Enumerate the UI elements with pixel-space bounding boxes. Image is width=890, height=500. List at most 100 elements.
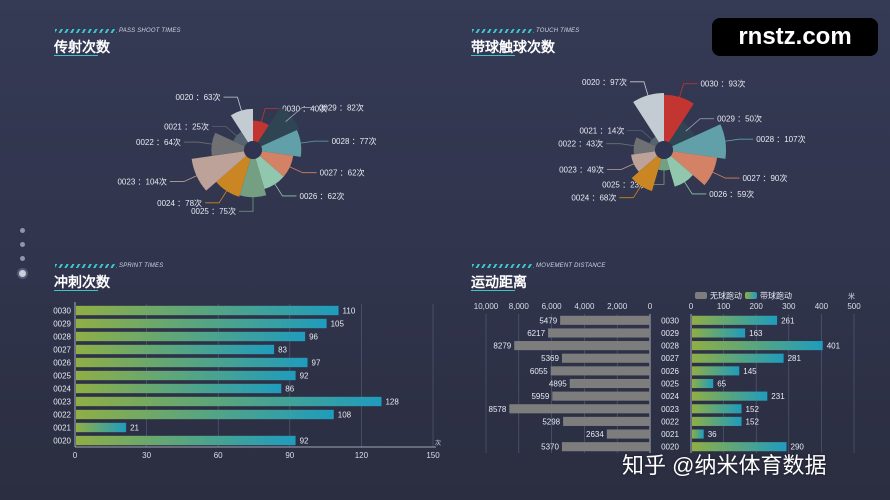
footer-watermark: 知乎 @纳米体育数据 bbox=[622, 453, 827, 478]
legend-label: 带球跑动 bbox=[760, 291, 792, 301]
rose-slice-0024[interactable] bbox=[216, 155, 251, 197]
bar-with-ball-0024[interactable] bbox=[692, 391, 768, 401]
bar-no-ball-0023[interactable] bbox=[509, 404, 650, 414]
bar-with-ball-0023[interactable] bbox=[692, 404, 742, 414]
bar-value-label: 261 bbox=[781, 316, 795, 325]
slice-label: 0024 ：78次 bbox=[157, 198, 202, 208]
rose-slice-0026[interactable] bbox=[255, 155, 284, 189]
bar-0021[interactable] bbox=[76, 422, 127, 433]
bar-with-ball-0029[interactable] bbox=[692, 328, 746, 338]
bar-0023[interactable] bbox=[76, 396, 382, 407]
bar-value-label: 97 bbox=[312, 359, 321, 368]
slice-label: 0023 ：49次 bbox=[559, 165, 604, 175]
bar-no-ball-0030[interactable] bbox=[560, 315, 650, 325]
page-dot[interactable] bbox=[20, 242, 25, 247]
title-underline bbox=[471, 290, 515, 291]
slice-label: 0023 ：104次 bbox=[117, 177, 166, 187]
bar-with-ball-0022[interactable] bbox=[692, 416, 742, 426]
bar-no-ball-0024[interactable] bbox=[552, 391, 650, 401]
legend-swatch-no-ball[interactable] bbox=[695, 292, 707, 299]
rose-slice-0030[interactable] bbox=[664, 94, 694, 143]
header-stripes bbox=[55, 29, 117, 33]
bar-no-ball-0021[interactable] bbox=[606, 429, 650, 439]
rose-slice-0022[interactable] bbox=[211, 132, 245, 156]
bar-with-ball-0020[interactable] bbox=[692, 442, 787, 452]
x-tick-label: 200 bbox=[750, 302, 764, 311]
rose-slice-0028[interactable] bbox=[261, 129, 302, 157]
page-dot[interactable] bbox=[20, 228, 25, 233]
bar-with-ball-0026[interactable] bbox=[692, 366, 740, 376]
leader-line bbox=[676, 83, 698, 106]
bar-0020[interactable] bbox=[76, 435, 296, 446]
x-tick-label: 30 bbox=[142, 451, 151, 460]
rose-slice-0029[interactable] bbox=[257, 107, 300, 147]
y-tick-label: 0023 bbox=[661, 405, 679, 414]
bar-0027[interactable] bbox=[76, 344, 275, 355]
bar-0025[interactable] bbox=[76, 370, 296, 381]
bar-no-ball-0029[interactable] bbox=[548, 328, 650, 338]
bar-0029[interactable] bbox=[76, 318, 327, 329]
panel-subtitle: TOUCH TIMES bbox=[536, 28, 580, 34]
page-dot-active[interactable] bbox=[19, 270, 26, 277]
slice-label: 0021 ：25次 bbox=[164, 122, 209, 132]
watermark-badge: rnstz.com bbox=[712, 18, 878, 56]
rose-slice-0023[interactable] bbox=[631, 151, 658, 172]
rose-slice-0022[interactable] bbox=[633, 137, 656, 155]
rose-slice-0027[interactable] bbox=[259, 151, 294, 177]
panel-distance: MOVEMENT DISTANCE 运动距离 无球跑动 带球跑动 米 10,000 8,… bbox=[445, 250, 890, 500]
rose-slice-0025[interactable] bbox=[239, 158, 267, 198]
leader-line bbox=[169, 171, 206, 182]
y-tick-label: 0028 bbox=[661, 342, 679, 351]
y-tick-label: 0022 bbox=[661, 417, 679, 426]
bar-value-label: 145 bbox=[743, 367, 757, 376]
leader-line bbox=[271, 178, 297, 197]
rose-slice-0029[interactable] bbox=[668, 121, 695, 147]
rose-slice-0027[interactable] bbox=[670, 151, 718, 186]
bar-no-ball-0028[interactable] bbox=[514, 341, 650, 351]
slice-label: 0030 ：40次 bbox=[282, 103, 327, 113]
leader-line bbox=[183, 141, 219, 146]
rose-slice-0023[interactable] bbox=[191, 151, 247, 191]
bar-0022[interactable] bbox=[76, 409, 334, 420]
x-tick-label: 10,000 bbox=[474, 302, 499, 311]
rose-slice-0025[interactable] bbox=[658, 158, 670, 171]
bar-with-ball-0021[interactable] bbox=[692, 429, 704, 439]
bar-value-label: 290 bbox=[791, 443, 805, 452]
page-dot[interactable] bbox=[20, 256, 25, 261]
bar-no-ball-0027[interactable] bbox=[561, 353, 650, 363]
y-tick-label: 0026 bbox=[661, 367, 679, 376]
bar-0026[interactable] bbox=[76, 357, 308, 368]
bar-with-ball-0028[interactable] bbox=[692, 341, 823, 351]
bar-no-ball-0025[interactable] bbox=[569, 378, 650, 389]
bar-with-ball-0027[interactable] bbox=[692, 353, 784, 363]
legend-swatch-with-ball[interactable] bbox=[745, 292, 757, 299]
rose-slice-0021[interactable] bbox=[233, 131, 249, 147]
slice-label: 0028 ：107次 bbox=[756, 134, 805, 144]
bar-no-ball-0020[interactable] bbox=[561, 442, 650, 452]
bar-0028[interactable] bbox=[76, 331, 306, 342]
rose-slice-0030[interactable] bbox=[253, 120, 269, 143]
x-tick-label: 400 bbox=[815, 302, 829, 311]
rose-slice-0020[interactable] bbox=[230, 108, 253, 143]
bar-value-label: 2634 bbox=[586, 430, 604, 439]
bar-with-ball-0030[interactable] bbox=[692, 315, 778, 325]
bar-no-ball-0026[interactable] bbox=[550, 366, 650, 376]
bar-value-label: 128 bbox=[385, 398, 399, 407]
rose-slice-0028[interactable] bbox=[672, 124, 726, 159]
x-tick-label: 6,000 bbox=[542, 302, 563, 311]
bar-value-label: 5370 bbox=[541, 443, 559, 452]
bar-0030[interactable] bbox=[76, 305, 339, 316]
bar-0024[interactable] bbox=[76, 383, 282, 394]
rose-slice-0026[interactable] bbox=[666, 155, 693, 187]
bar-with-ball-0025[interactable] bbox=[692, 378, 714, 389]
bar-no-ball-0022[interactable] bbox=[563, 416, 650, 426]
page-indicator[interactable] bbox=[19, 228, 26, 286]
y-tick-label: 0027 bbox=[53, 346, 71, 355]
rose-slice-0021[interactable] bbox=[649, 136, 660, 147]
rose-slice-0024[interactable] bbox=[631, 155, 662, 191]
panel-pass-shoot: PASS SHOOT TIMES 传射次数 0030 ：40次 0029 ：82次… bbox=[0, 0, 445, 250]
x-tick-label: 60 bbox=[214, 451, 223, 460]
rose-slice-0020[interactable] bbox=[633, 92, 664, 143]
header-stripes bbox=[55, 264, 117, 268]
